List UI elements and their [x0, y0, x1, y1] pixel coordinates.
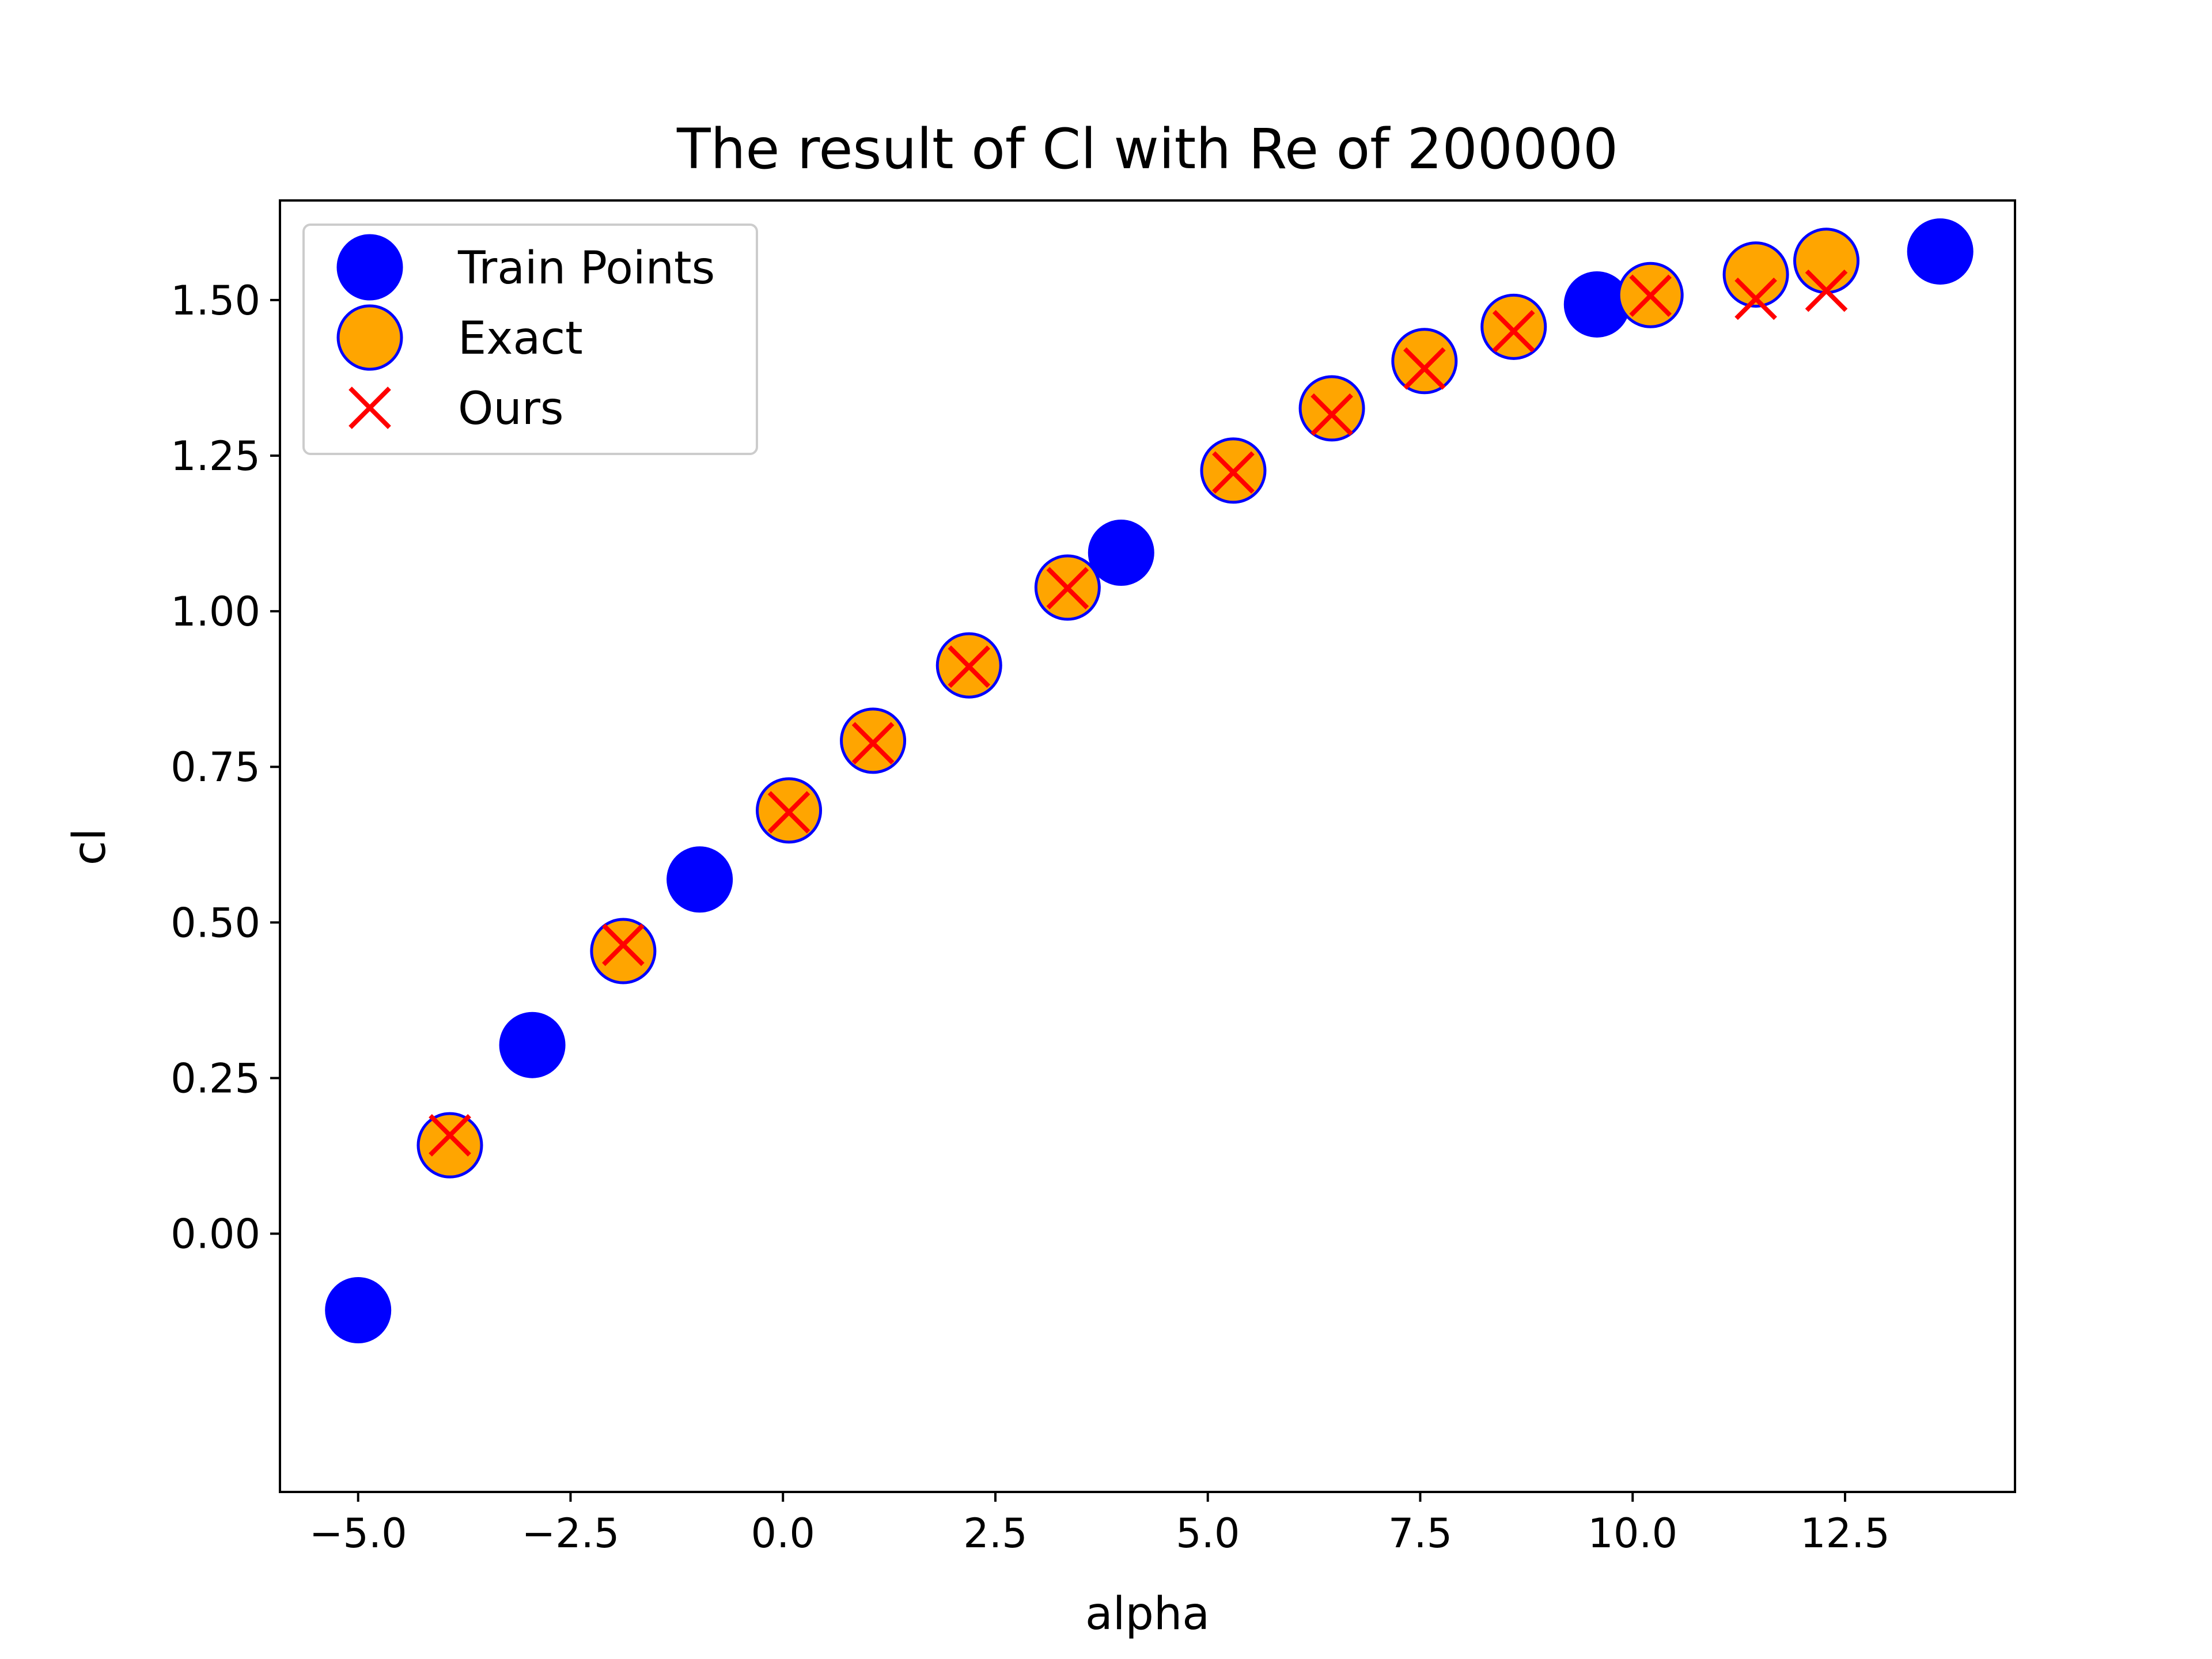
y-tick-label: 1.00	[171, 588, 260, 635]
legend-label: Exact	[458, 313, 583, 365]
exact-point	[1793, 228, 1860, 294]
y-tick-label: 1.25	[171, 433, 260, 480]
ours-point	[1212, 451, 1255, 494]
x-tick-label: 2.5	[963, 1510, 1027, 1557]
data-marks	[325, 218, 1974, 1343]
ours-point	[1805, 269, 1848, 312]
train-point	[1907, 218, 1974, 285]
x-tick-label: 5.0	[1176, 1510, 1240, 1557]
x-tick-label: −2.5	[521, 1510, 619, 1557]
y-tick-label: 0.75	[171, 744, 260, 791]
train-point	[325, 1277, 392, 1343]
ours-point	[429, 1114, 471, 1157]
legend-marker	[336, 234, 403, 301]
series-train	[325, 218, 1974, 1343]
legend-label: Train Points	[457, 243, 715, 294]
exact-point	[1391, 328, 1458, 395]
legend-item-ours: Ours	[349, 383, 564, 435]
legend-label: Ours	[458, 383, 564, 435]
exact-point	[1480, 293, 1547, 360]
ours-point	[1046, 567, 1089, 609]
legend-marker	[349, 387, 391, 429]
ours-point	[1492, 310, 1535, 353]
ours-point	[1734, 277, 1777, 320]
ours-point	[1310, 393, 1353, 436]
x-tick-label: 0.0	[751, 1510, 815, 1557]
x-axis: −5.0 −2.5 0.0 2.5 5.0 7.5 10.0 12.5	[309, 1492, 1890, 1557]
train-point	[1088, 520, 1154, 586]
x-tick-label: −5.0	[309, 1510, 407, 1557]
y-axis-label: cl	[64, 828, 116, 866]
ours-point	[851, 722, 895, 765]
ours-point	[767, 791, 810, 834]
y-tick-label: 1.50	[171, 277, 260, 324]
y-axis: 0.00 0.25 0.50 0.75 1.00 1.25 1.50	[171, 277, 280, 1258]
legend-item-exact: Exact	[336, 304, 583, 371]
y-tick-label: 0.25	[171, 1055, 260, 1102]
exact-point	[416, 1112, 483, 1179]
train-point	[499, 1012, 566, 1078]
x-tick-label: 7.5	[1388, 1510, 1452, 1557]
ours-point	[602, 923, 645, 967]
legend: Train Points Exact Ours	[302, 224, 758, 455]
ours-point	[1403, 347, 1446, 390]
exact-point	[1722, 241, 1789, 308]
plot-frame	[279, 199, 2016, 1493]
exact-point	[1298, 375, 1365, 442]
train-point	[666, 846, 733, 913]
exact-point	[590, 918, 657, 984]
legend-box	[302, 224, 758, 455]
ours-point	[1629, 274, 1672, 317]
x-tick-label: 12.5	[1800, 1510, 1890, 1557]
legend-marker	[336, 304, 403, 371]
y-tick-label: 0.00	[171, 1211, 260, 1258]
ours-point	[948, 645, 991, 688]
x-axis-label: alpha	[1085, 1588, 1210, 1640]
series-ours	[429, 269, 1848, 1157]
legend-item-train-points: Train Points	[336, 234, 715, 301]
chart-title: The result of Cl with Re of 200000	[676, 117, 1618, 181]
x-tick-label: 10.0	[1588, 1510, 1677, 1557]
y-tick-label: 0.50	[171, 899, 260, 946]
